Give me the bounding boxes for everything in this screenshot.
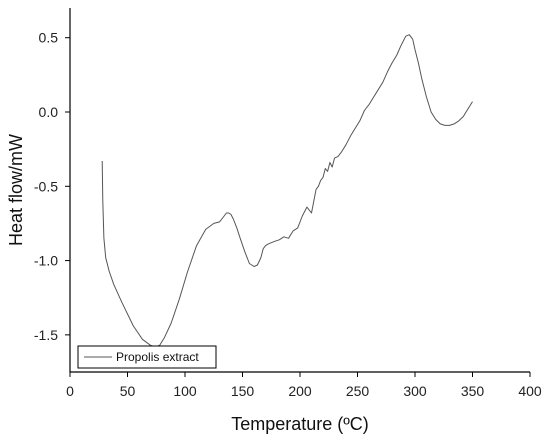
y-tick-label: 0.5 bbox=[39, 30, 59, 46]
y-tick-label: -1.0 bbox=[34, 253, 58, 269]
legend-label: Propolis extract bbox=[116, 350, 199, 364]
x-tick-label: 300 bbox=[403, 383, 427, 399]
y-tick-label: 0.0 bbox=[39, 104, 59, 120]
x-tick-label: 200 bbox=[288, 383, 312, 399]
x-tick-label: 400 bbox=[518, 383, 542, 399]
series-line bbox=[101, 34, 473, 348]
legend-box bbox=[77, 345, 217, 369]
x-tick-label: 50 bbox=[120, 383, 136, 399]
y-axis-label: Heat flow/mW bbox=[6, 134, 26, 246]
y-tick-label: -0.5 bbox=[34, 178, 58, 194]
legend: Propolis extract bbox=[77, 345, 217, 369]
x-tick-label: 250 bbox=[346, 383, 370, 399]
x-axis-label: Temperature (ºC) bbox=[231, 414, 369, 434]
axes bbox=[69, 8, 530, 373]
y-tick-label: -1.5 bbox=[34, 327, 58, 343]
series-layer bbox=[101, 34, 473, 348]
x-tick-label: 150 bbox=[231, 383, 255, 399]
x-tick-label: 350 bbox=[461, 383, 485, 399]
ticks: 0 50 100 150 200 250 300 350 400 -1.5 -1.0 -0.5 0.0 0… bbox=[34, 30, 542, 399]
x-tick-label: 0 bbox=[66, 383, 74, 399]
x-tick-label: 100 bbox=[173, 383, 197, 399]
